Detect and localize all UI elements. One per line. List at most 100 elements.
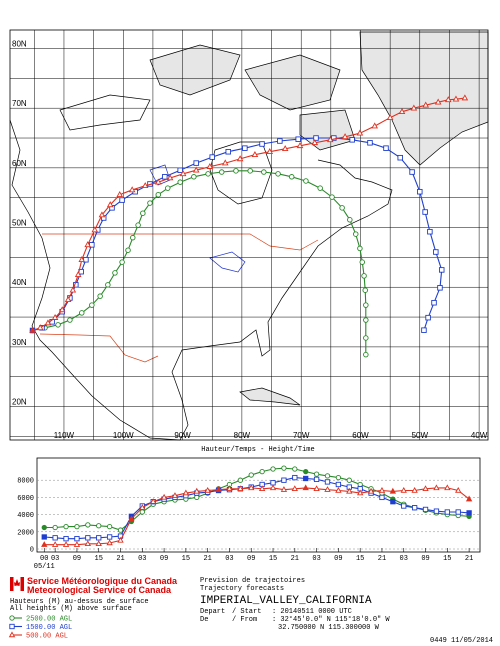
- trajectory-point: [74, 270, 82, 277]
- trajectory-point: [242, 145, 248, 151]
- x-tick-label: 15: [95, 555, 103, 563]
- series-point: [324, 479, 331, 485]
- series-point: [356, 489, 364, 496]
- trajectory-point: [36, 324, 44, 331]
- series-point: [74, 523, 80, 530]
- series-point: [335, 474, 342, 481]
- trajectory-point: [125, 247, 131, 253]
- trajectory-point: [44, 319, 52, 326]
- trajectory-point: [437, 285, 443, 291]
- series-point: [226, 485, 233, 492]
- lon-label: 70W: [293, 431, 310, 440]
- series-point: [269, 484, 277, 491]
- lat-label: 20N: [12, 398, 27, 407]
- x-tick-label: 21: [378, 555, 386, 563]
- from-decimal: 32.750000 N 115.300000 W: [278, 624, 380, 632]
- trajectory-point: [363, 335, 369, 341]
- trajectory-point: [130, 234, 136, 241]
- trajectory-point: [361, 273, 367, 279]
- agency-fr: Service Météorologique du Canada: [27, 576, 178, 586]
- trajectory-point: [349, 137, 355, 143]
- lon-label: 50W: [412, 431, 429, 440]
- series-point: [411, 486, 418, 493]
- series-point: [258, 485, 266, 492]
- chart-frame: [36, 457, 481, 553]
- series-point: [117, 536, 124, 543]
- trajectory-point: [140, 210, 146, 216]
- trajectory-point: [362, 287, 368, 293]
- lat-label: 60N: [12, 159, 27, 168]
- trajectory-point: [295, 136, 301, 142]
- trajectory-point: [296, 142, 304, 149]
- trajectory-point: [78, 256, 86, 263]
- trajectory-point: [425, 314, 431, 321]
- heights-en: All heights (M) above surface: [10, 605, 132, 613]
- x-tick-label: 21: [465, 555, 473, 563]
- series-point: [52, 535, 58, 541]
- series-point: [85, 535, 91, 541]
- series-point: [302, 484, 309, 491]
- series-point: [466, 510, 472, 516]
- x-tick-label: 15: [269, 555, 277, 563]
- trajectory-point: [51, 313, 59, 320]
- lon-label: 40W: [471, 431, 488, 440]
- hudson-bay: [209, 141, 273, 205]
- trajectory-point: [155, 191, 162, 198]
- series-point: [401, 503, 407, 509]
- trajectory-point: [281, 145, 289, 152]
- trajectory-point: [371, 122, 379, 129]
- lon-label: 100W: [113, 431, 134, 440]
- trajectory-point: [363, 302, 369, 308]
- trajectory-point: [221, 159, 229, 166]
- series-point: [52, 524, 58, 531]
- trajectory-point: [69, 286, 77, 293]
- trajectory-point: [225, 148, 231, 155]
- series-point: [106, 534, 113, 540]
- trajectory-point: [383, 145, 389, 151]
- series-point: [335, 486, 342, 493]
- series-point: [313, 476, 320, 482]
- series-point: [248, 484, 255, 491]
- trajectory-point: [311, 139, 319, 146]
- trajectory-point: [147, 200, 153, 206]
- series-point: [346, 477, 352, 483]
- country-border: [39, 333, 159, 363]
- series-point: [237, 477, 243, 483]
- trajectory-point: [205, 171, 211, 177]
- trajectory-point: [79, 310, 85, 316]
- maple-leaf: [14, 579, 20, 586]
- x-tick-label: 03: [400, 555, 408, 563]
- trajectory-point: [165, 185, 171, 191]
- x-tick-label: 09: [247, 555, 255, 563]
- x-tick-label: 03: [51, 555, 59, 563]
- trajectory-point: [275, 171, 281, 177]
- series-point: [379, 494, 385, 501]
- series-point: [390, 499, 396, 505]
- series-line: [44, 477, 470, 540]
- lon-label: 90W: [174, 431, 191, 440]
- series-point: [51, 541, 59, 547]
- series-point: [139, 504, 146, 510]
- lon-label: 60W: [352, 431, 369, 440]
- series-point: [73, 541, 81, 547]
- series-point: [357, 481, 363, 488]
- trajectory-point: [359, 259, 366, 265]
- series-point: [411, 505, 418, 511]
- trajectory-point: [421, 327, 427, 333]
- trajectory-point: [434, 98, 442, 105]
- series-point: [84, 540, 92, 547]
- x-tick-label: 03: [225, 555, 233, 563]
- series-point: [433, 484, 440, 491]
- trajectory-point: [438, 267, 445, 273]
- series-point: [106, 539, 113, 546]
- series-point: [63, 523, 69, 530]
- x-tick-label: 03: [138, 555, 146, 563]
- lat-label: 70N: [12, 99, 27, 108]
- trajectory-point: [135, 222, 141, 228]
- trajectory-point: [303, 178, 309, 184]
- trajectory-point: [64, 296, 72, 303]
- trajectory-point: [329, 194, 335, 200]
- trajectory-line: [32, 137, 443, 332]
- lon-label: 80W: [234, 431, 251, 440]
- lon-label: 110W: [54, 431, 75, 440]
